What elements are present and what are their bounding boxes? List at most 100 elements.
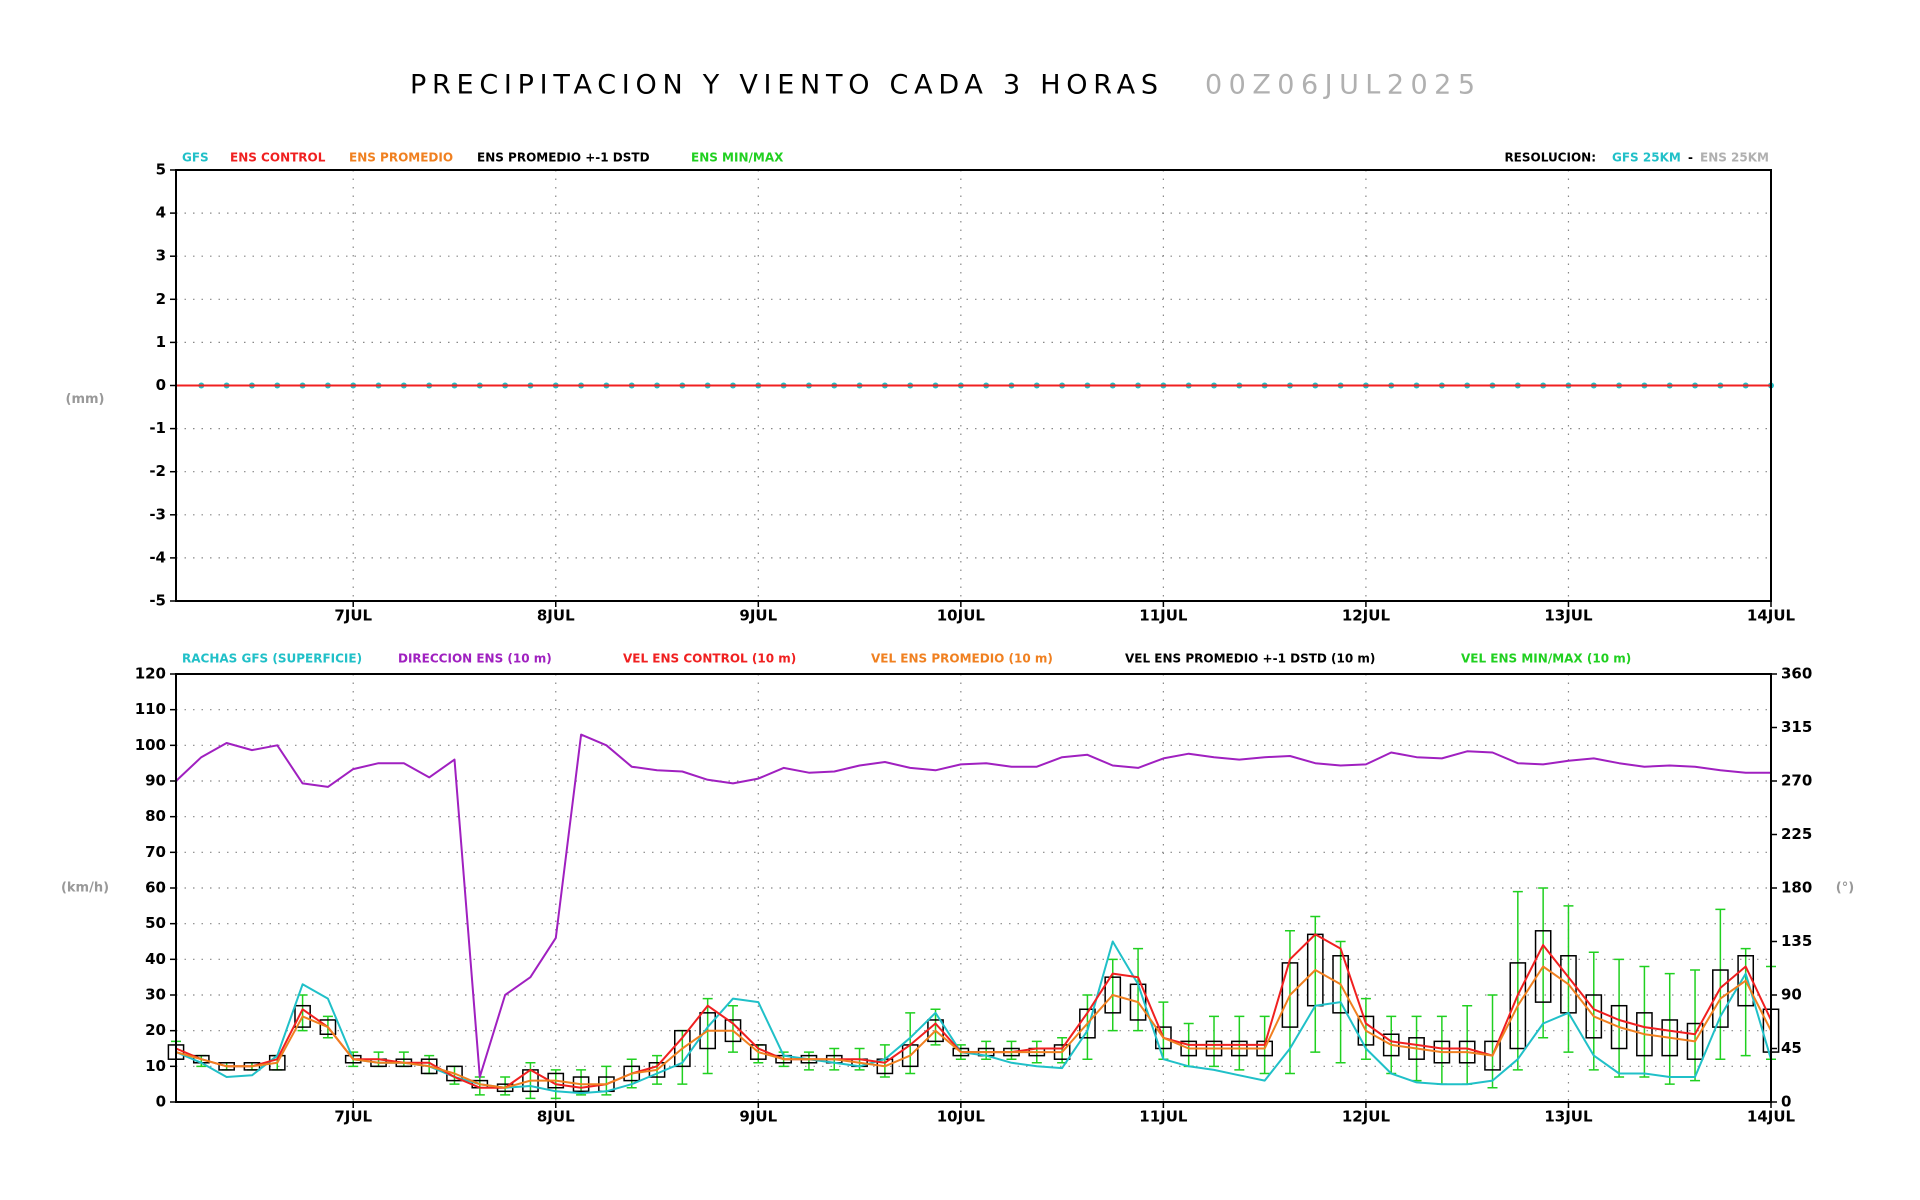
std-box — [1484, 1040, 1501, 1071]
x-tick-label: 11JUL — [1139, 1108, 1188, 1126]
std-box — [674, 1029, 691, 1068]
y-tick-label: 0 — [156, 1093, 166, 1111]
min-max-whisker — [1639, 965, 1650, 1078]
y-tick-label: 30 — [145, 986, 166, 1004]
min-max-whisker — [1462, 1004, 1473, 1085]
min-max-whisker — [1310, 915, 1321, 1053]
std-box — [1636, 1012, 1653, 1057]
std-box — [1357, 1015, 1375, 1046]
x-tick-label: 7JUL — [334, 607, 372, 625]
legend-entry: VEL ENS PROMEDIO +-1 DSTD (10 m) — [1125, 652, 1375, 666]
std-box — [1712, 969, 1729, 1028]
series-line — [175, 733, 1771, 1078]
y-tick-label: 110 — [135, 700, 166, 718]
legend-entry: GFS — [182, 151, 209, 165]
legend-entry: ENS CONTROL — [230, 151, 326, 165]
legend-entry: VEL ENS CONTROL (10 m) — [623, 652, 796, 666]
legend-entry: ENS PROMEDIO +-1 DSTD — [477, 151, 650, 165]
y-tick-label: 120 — [135, 665, 166, 683]
x-tick-label: 9JUL — [739, 1108, 777, 1126]
min-max-whisker — [1133, 947, 1144, 1032]
x-tick-label: 12JUL — [1342, 1108, 1391, 1126]
x-tick-label: 8JUL — [537, 1108, 575, 1126]
y-tick-label: 2 — [156, 290, 166, 308]
std-box — [1585, 994, 1603, 1039]
min-max-whisker — [727, 1004, 738, 1053]
min-max-whisker — [803, 1051, 814, 1071]
min-max-whisker — [1614, 958, 1625, 1078]
y-tick-label: 70 — [145, 843, 166, 861]
x-tick-label: 13JUL — [1544, 1108, 1593, 1126]
y-axis-label: (mm) — [66, 392, 105, 407]
resolution-ens: ENS 25KM — [1700, 151, 1769, 165]
series-line — [175, 965, 1772, 1089]
std-box — [1509, 962, 1527, 1050]
y2-axis-label: (°) — [1836, 881, 1854, 896]
min-max-whisker — [1740, 947, 1751, 1057]
y2-tick-label: 90 — [1781, 986, 1802, 1004]
min-max-whisker — [601, 1065, 612, 1096]
min-max-whisker — [1234, 1015, 1245, 1071]
y-tick-label: 1 — [156, 333, 166, 351]
y2-tick-label: 180 — [1781, 879, 1812, 897]
min-max-whisker — [930, 1008, 941, 1046]
min-max-whisker — [1006, 1040, 1017, 1060]
min-max-whisker — [1690, 969, 1701, 1082]
std-box — [1534, 930, 1552, 1003]
x-tick-label: 13JUL — [1544, 607, 1593, 625]
y-axis-label: (km/h) — [61, 881, 109, 896]
y-tick-label: 60 — [145, 879, 166, 897]
std-box — [1382, 1033, 1400, 1057]
std-box — [1661, 1019, 1679, 1057]
legend-entry: VEL ENS MIN/MAX (10 m) — [1461, 652, 1631, 666]
x-tick-label: 12JUL — [1342, 607, 1391, 625]
min-max-whisker — [905, 1012, 916, 1075]
min-max-whisker — [702, 997, 713, 1075]
std-box — [1408, 1037, 1425, 1060]
y2-tick-label: 225 — [1781, 825, 1812, 843]
min-max-whisker — [879, 1044, 890, 1078]
x-tick-label: 10JUL — [937, 607, 986, 625]
plot-frame — [175, 673, 1772, 1103]
min-max-whisker — [1715, 908, 1726, 1060]
run-label: 00Z06JUL2025 — [1205, 70, 1475, 101]
y-tick-label: -4 — [149, 548, 166, 566]
std-box — [1686, 1022, 1704, 1060]
y-tick-label: -1 — [149, 419, 166, 437]
min-max-whisker — [1436, 1015, 1447, 1085]
y-tick-label: 100 — [135, 736, 166, 754]
std-box — [623, 1065, 641, 1082]
resolution-label: RESOLUCION: — [1504, 151, 1596, 165]
x-tick-label: 14JUL — [1747, 1108, 1796, 1126]
legend-entry: ENS MIN/MAX — [691, 151, 784, 165]
y-tick-label: 5 — [156, 161, 166, 179]
resolution-sep: - — [1688, 151, 1693, 165]
x-tick-label: 8JUL — [537, 607, 575, 625]
y2-tick-label: 270 — [1781, 772, 1812, 790]
y2-tick-label: 0 — [1781, 1093, 1791, 1111]
min-max-whisker — [1664, 972, 1675, 1085]
legend-entry: DIRECCION ENS (10 m) — [398, 652, 552, 666]
y2-tick-label: 135 — [1781, 932, 1812, 950]
legend-entry: VEL ENS PROMEDIO (10 m) — [871, 652, 1053, 666]
y-tick-label: -5 — [149, 592, 166, 610]
y-tick-label: 90 — [145, 772, 166, 790]
y-tick-label: 0 — [156, 376, 166, 394]
y2-tick-label: 360 — [1781, 665, 1812, 683]
y-tick-label: 40 — [145, 950, 166, 968]
x-tick-label: 9JUL — [739, 607, 777, 625]
plot-frame — [175, 169, 1772, 602]
y-tick-label: 80 — [145, 807, 166, 825]
min-max-whisker — [1512, 890, 1523, 1071]
y-tick-label: 4 — [156, 204, 166, 222]
series-line — [175, 940, 1772, 1095]
x-tick-label: 10JUL — [937, 1108, 986, 1126]
y-tick-label: -2 — [149, 462, 166, 480]
y-tick-label: 3 — [156, 247, 166, 265]
x-tick-label: 11JUL — [1139, 607, 1188, 625]
std-box — [1332, 955, 1349, 1014]
x-tick-label: 14JUL — [1747, 607, 1796, 625]
y-tick-label: 20 — [145, 1021, 166, 1039]
x-tick-label: 7JUL — [334, 1108, 372, 1126]
min-max-whisker — [1563, 905, 1574, 1053]
